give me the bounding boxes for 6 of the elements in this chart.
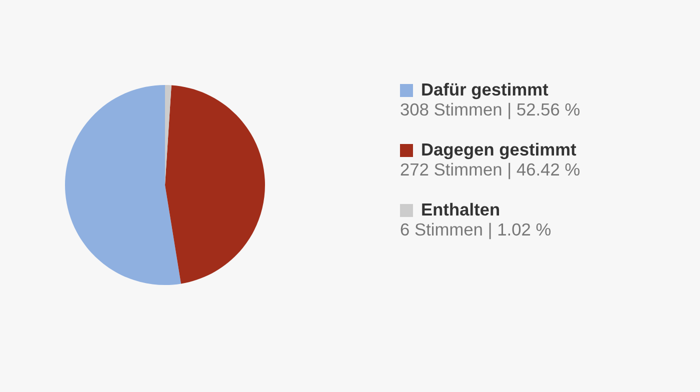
data-label: 308 Stimmen | 52.56 % <box>400 102 580 120</box>
legend-label: Dagegen gestimmt <box>422 142 576 160</box>
data-label: 6 Stimmen | 1.02 % <box>400 222 551 240</box>
data-label: 272 Stimmen | 46.42 % <box>400 162 580 180</box>
legend-label: Enthalten <box>422 202 500 216</box>
legend-label: Dafür gestimmt <box>422 82 548 100</box>
